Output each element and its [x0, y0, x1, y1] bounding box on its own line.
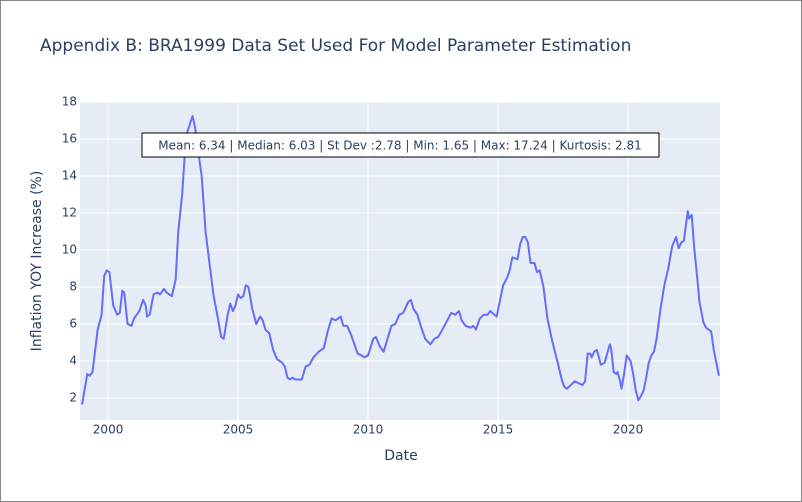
y-axis-label: Inflation YOY Increase (%): [29, 171, 45, 352]
x-tick-label: 2020: [613, 423, 644, 437]
y-tick-label: 8: [69, 279, 77, 293]
x-tick-label: 2000: [93, 423, 124, 437]
y-tick-label: 2: [69, 390, 77, 404]
y-tick-label: 10: [62, 242, 77, 256]
x-tick-label: 2010: [353, 423, 384, 437]
y-tick-label: 4: [69, 353, 77, 367]
marks: [81, 115, 720, 405]
chart-title: Appendix B: BRA1999 Data Set Used For Mo…: [40, 36, 631, 56]
annotation: Mean: 6.34 | Median: 6.03 | St Dev :2.78…: [158, 139, 641, 153]
x-tick-label: 2015: [483, 423, 514, 437]
data-line: [81, 115, 720, 405]
y-tick-label: 6: [69, 316, 77, 330]
y-tick-label: 12: [62, 205, 77, 219]
y-tick-label: 16: [62, 131, 77, 145]
y-tick-label: 18: [62, 95, 77, 109]
annotation-box: [141, 132, 660, 158]
x-axis-label: Date: [384, 448, 417, 464]
x-tick-label: 2005: [223, 423, 254, 437]
y-tick-label: 14: [62, 168, 77, 182]
